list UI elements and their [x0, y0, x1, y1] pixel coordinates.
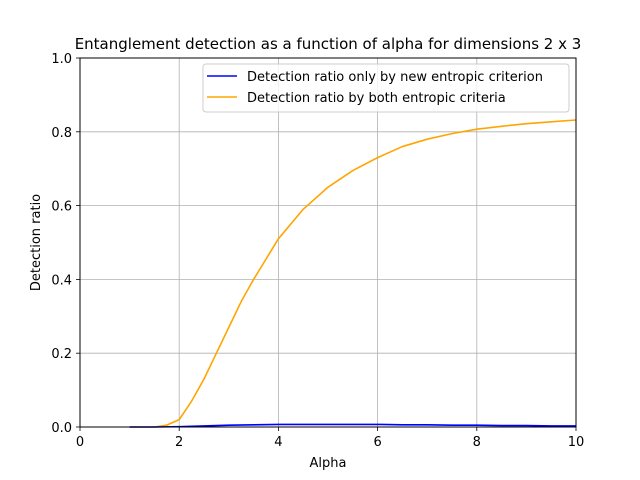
y-tick-label: 1.0: [51, 52, 72, 67]
legend-box: [202, 63, 570, 113]
y-tick-label: 0.6: [51, 200, 72, 215]
y-axis-label: Detection ratio: [29, 194, 44, 291]
series-line-new-criterion: [129, 423, 576, 428]
plot-area-frame: [79, 57, 577, 428]
legend-label-new-criterion: Detection ratio only by new entropic cri…: [247, 70, 543, 85]
x-tick-label: 2: [175, 435, 183, 450]
x-axis-label: Alpha: [310, 456, 347, 471]
series-line-both-criteria: [129, 119, 577, 428]
y-tick-label: 0.0: [51, 421, 72, 436]
ticks: 0 2 4 6 8 10 0.0 0.2 0.4 0.6 0.8 1.0: [51, 52, 584, 450]
y-tick-label: 0.2: [51, 347, 72, 362]
x-tick-label: 6: [373, 435, 381, 450]
series-layer: [129, 119, 577, 428]
legend: Detection ratio only by new entropic cri…: [202, 63, 570, 113]
x-tick-label: 8: [473, 435, 481, 450]
legend-label-both-criteria: Detection ratio by both entropic criteri…: [247, 91, 506, 106]
x-tick-label: 4: [274, 435, 282, 450]
chart-title: Entanglement detection as a function of …: [75, 35, 582, 53]
y-tick-label: 0.4: [51, 273, 72, 288]
x-tick-label: 0: [76, 435, 84, 450]
grid: [79, 57, 577, 428]
y-tick-label: 0.8: [51, 126, 72, 141]
x-tick-label: 10: [568, 435, 585, 450]
